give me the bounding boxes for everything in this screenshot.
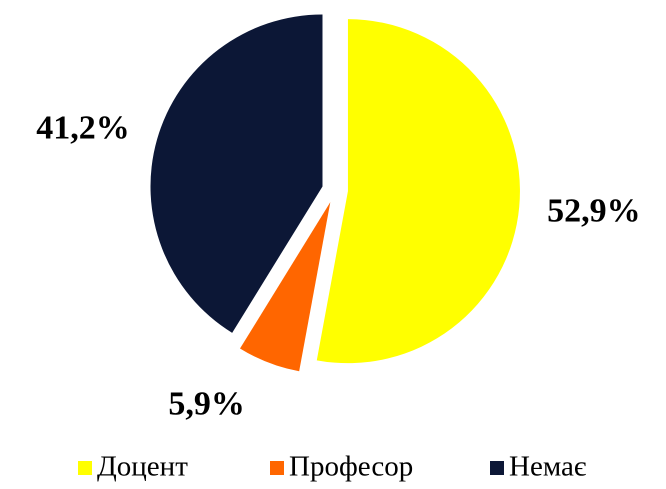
legend-swatch xyxy=(270,461,284,475)
data-label: 52,9% xyxy=(547,192,641,229)
legend-label: Немає xyxy=(509,451,586,483)
data-label: 41,2% xyxy=(36,109,130,146)
pie-slice xyxy=(150,14,323,333)
legend-swatch xyxy=(490,461,504,475)
pie-slice xyxy=(239,202,331,372)
legend-label: Доцент xyxy=(97,451,188,483)
legend-label: Професор xyxy=(289,451,413,483)
pie-slice xyxy=(316,19,520,364)
legend-swatch xyxy=(78,461,92,475)
data-label: 5,9% xyxy=(168,385,245,422)
